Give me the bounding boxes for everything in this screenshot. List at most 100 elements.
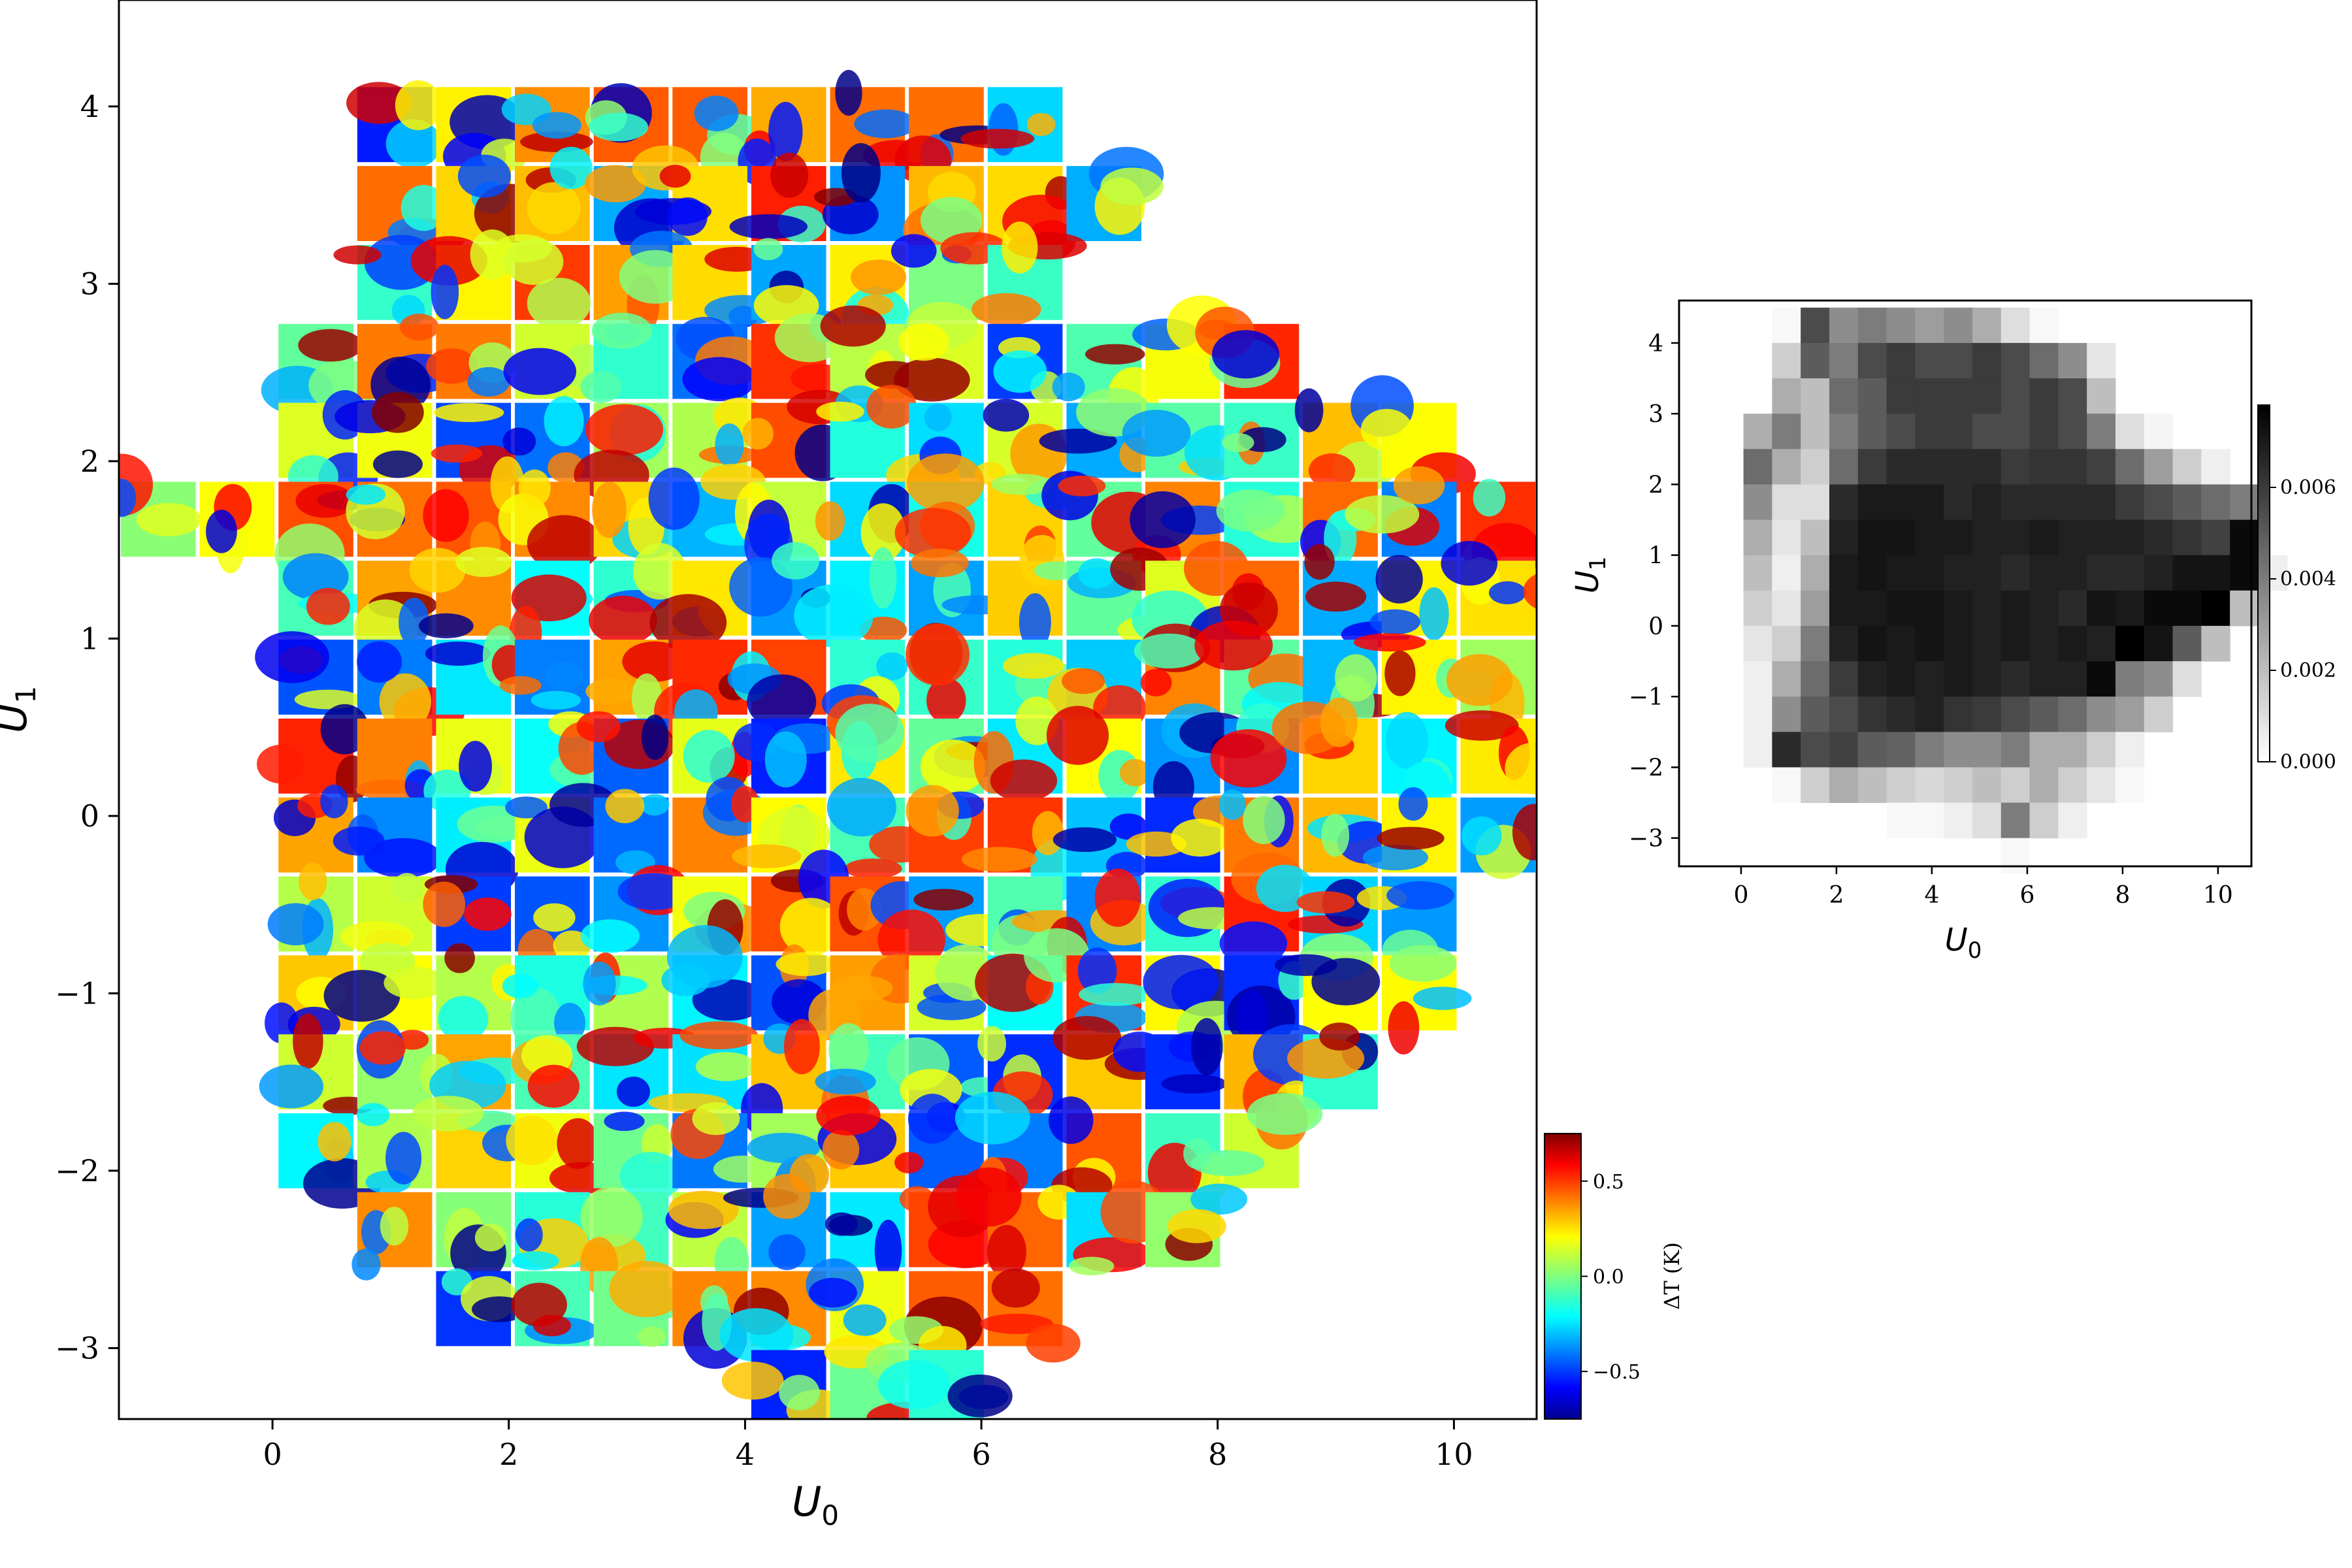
histogram-bin	[1972, 802, 2002, 839]
histogram-bin	[2201, 625, 2230, 662]
delta-t-colorbar: 0.5 0.0 −0.5 ΔT (K)	[1544, 1133, 1684, 1420]
y-tick-label: 1	[1648, 543, 1663, 570]
tile	[509, 561, 593, 661]
histogram-bin	[1972, 449, 2002, 485]
histogram-bin	[1972, 732, 2002, 768]
tile	[1046, 706, 1151, 802]
tile	[409, 547, 512, 639]
histogram-bin	[2058, 484, 2087, 521]
histogram-bin	[1743, 625, 1772, 662]
y-tick-label: 0	[1648, 613, 1663, 640]
histogram-bin	[2058, 449, 2087, 485]
histogram-bin	[1772, 519, 1801, 556]
histogram-bin	[2029, 484, 2059, 521]
histogram-bin	[2115, 484, 2145, 521]
histogram-bin	[1972, 484, 2002, 521]
histogram-bin	[2058, 555, 2087, 591]
histogram-bin	[1829, 449, 1859, 485]
y-tick-label: −3	[55, 1330, 99, 1365]
y-tick-label: −3	[1629, 826, 1663, 853]
tile	[972, 221, 1087, 326]
tile	[1222, 402, 1299, 478]
histogram-bin	[2001, 590, 2031, 627]
x-tick-label: 0	[1733, 882, 1748, 909]
histogram-bin	[2029, 342, 2059, 379]
tile	[1441, 640, 1536, 735]
tile	[816, 385, 917, 478]
histogram-bin	[2058, 625, 2087, 662]
histogram-bin	[1857, 307, 1887, 344]
histogram-bin	[1743, 555, 1772, 591]
histogram-bin	[1801, 696, 1830, 732]
histogram-bin	[2144, 519, 2174, 556]
histogram-bin	[1857, 767, 1887, 804]
tile	[340, 873, 433, 953]
histogram-x-axis: 0 2 4 6 8 10	[1733, 866, 2233, 909]
histogram-bin	[2172, 555, 2202, 591]
tile	[905, 623, 984, 724]
y-tick-label: 3	[80, 266, 99, 301]
histogram-bin	[1801, 342, 1830, 379]
histogram-bin	[1801, 449, 1830, 485]
tile	[661, 924, 766, 1031]
histogram-bin	[1857, 342, 1887, 379]
histogram-bin	[2001, 378, 2031, 414]
histogram-bin	[2058, 342, 2087, 379]
histogram-bin	[2001, 625, 2031, 662]
histogram-bin	[2172, 590, 2202, 627]
histogram-bin	[1915, 732, 1944, 768]
x-tick-label: 6	[2019, 882, 2034, 909]
histogram-bin	[2144, 414, 2174, 449]
x-tick-label: 6	[972, 1437, 990, 1472]
density-histogram	[1743, 307, 2288, 874]
tile	[273, 784, 353, 873]
tile	[909, 548, 1015, 636]
histogram-bin	[1829, 661, 1859, 697]
histogram-bin	[1972, 555, 2002, 591]
histogram-bin	[2087, 519, 2116, 556]
tile	[589, 543, 686, 645]
histogram-bin	[1743, 590, 1772, 627]
histogram-bin	[2001, 838, 2031, 874]
tile	[501, 87, 593, 163]
tile	[346, 80, 442, 169]
tile	[1275, 934, 1380, 1031]
tile	[826, 695, 906, 794]
histogram-bin	[1944, 802, 1973, 839]
histogram-bin	[2144, 484, 2174, 521]
density-colorbar-ticks: 0.006 0.004 0.002 0.000	[2270, 476, 2336, 774]
histogram-y-axis: 4 3 2 1 0 −1 −2 −3	[1629, 331, 1679, 853]
tile	[973, 696, 1063, 802]
tile	[1126, 795, 1245, 873]
histogram-bin	[1886, 767, 1916, 804]
colorbar-tick-label: 0.5	[1593, 1171, 1624, 1194]
tile	[1445, 710, 1537, 794]
tile	[1190, 1092, 1323, 1188]
histogram-bin	[2001, 661, 2031, 697]
histogram-bin	[1829, 555, 1859, 591]
histogram-bin	[2029, 802, 2059, 839]
histogram-bin	[2144, 661, 2174, 697]
tile	[1287, 1022, 1379, 1109]
histogram-bin	[2029, 661, 2059, 697]
histogram-bin	[2144, 625, 2174, 662]
histogram-bin	[1801, 555, 1830, 591]
tile	[889, 1271, 984, 1364]
histogram-plot-frame	[1678, 299, 2253, 868]
mosaic-x-axis-label: U0	[792, 1478, 839, 1531]
histogram-bin	[1915, 307, 1944, 344]
histogram-bin	[2172, 449, 2202, 485]
histogram-bin	[1772, 414, 1801, 449]
histogram-bin	[2087, 767, 2116, 804]
y-tick-label: 2	[80, 444, 99, 479]
tile	[511, 1034, 590, 1109]
tile	[1381, 945, 1472, 1055]
tile	[420, 1034, 536, 1110]
tile	[574, 402, 669, 500]
histogram-bin	[1857, 661, 1887, 697]
mosaic-x-axis: 0 2 4 6 8 10	[263, 1419, 1473, 1472]
histogram-bin	[2144, 555, 2174, 591]
tile	[733, 718, 842, 794]
tile	[751, 238, 826, 327]
histogram-bin	[2115, 767, 2145, 804]
